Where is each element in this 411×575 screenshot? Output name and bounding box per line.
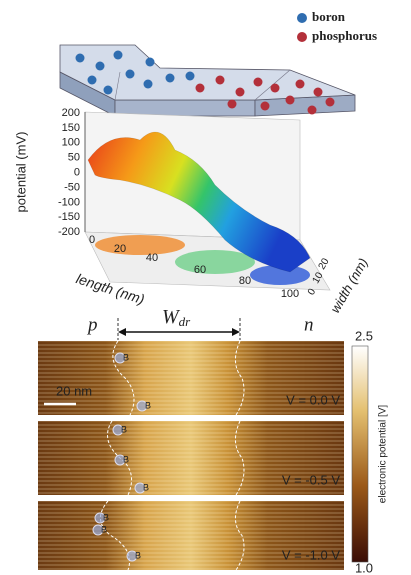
z-tick-label: 200 [62, 107, 80, 119]
z-tick-label: -150 [58, 211, 80, 223]
boron-atom [96, 62, 105, 71]
legend-swatch [297, 32, 307, 42]
boron-atom [166, 74, 175, 83]
phosphorus-atom [286, 96, 295, 105]
colorbar-max: 2.5 [355, 328, 373, 343]
colorbar-label: electronic potential [V] [378, 405, 389, 504]
boron-marker-label: B [145, 400, 151, 410]
y-tick-label: 20 [317, 256, 332, 272]
voltage-label: V = 0.0 V [286, 392, 340, 407]
width-label: Wdr [162, 306, 191, 329]
phosphorus-atom [236, 88, 245, 97]
colorbar [352, 346, 368, 562]
legend-label: phosphorus [312, 28, 377, 43]
boron-atom [146, 58, 155, 67]
device-slab [60, 45, 355, 116]
voltage-label: V = -1.0 V [282, 547, 340, 562]
phosphorus-atom [308, 106, 317, 115]
z-tick-label: 0 [74, 167, 80, 179]
boron-marker-label: B [123, 454, 129, 464]
phosphorus-atom [228, 100, 237, 109]
z-axis-label: potential (mV) [13, 132, 28, 213]
boron-marker-label: B [143, 482, 149, 492]
x-tick-label: 100 [281, 288, 299, 300]
z-tick-label: 150 [62, 122, 80, 134]
phosphorus-atom [216, 76, 225, 85]
boron-marker-label: B [135, 550, 141, 560]
boron-atom [186, 72, 195, 81]
phosphorus-atom [254, 78, 263, 87]
legend-swatch [297, 13, 307, 23]
arrow-head [118, 328, 126, 336]
y-axis-label: width (nm) [327, 255, 370, 315]
n-label: n [304, 314, 314, 335]
boron-atom [126, 70, 135, 79]
scale-bar-label: 20 nm [56, 383, 92, 398]
boron-marker-label: B [121, 424, 127, 434]
boron-atom [114, 51, 123, 60]
phosphorus-atom [326, 98, 335, 107]
x-tick-label: 0 [89, 234, 95, 246]
voltage-label: V = -0.5 V [282, 472, 340, 487]
phosphorus-atom [196, 84, 205, 93]
z-tick-label: 100 [62, 137, 80, 149]
colorbar-min: 1.0 [355, 560, 373, 575]
z-tick-label: -200 [58, 226, 80, 238]
p-label: p [86, 314, 98, 335]
x-tick-label: 40 [146, 252, 158, 264]
boron-marker-label: B [123, 352, 129, 362]
legend-label: boron [312, 9, 346, 24]
z-tick-label: 50 [68, 152, 80, 164]
phosphorus-atom [314, 88, 323, 97]
phosphorus-atom [271, 84, 280, 93]
figure: potential (mV) length (nm) width (nm) BB… [0, 0, 411, 575]
width-subscript: dr [179, 314, 192, 329]
boron-atom [104, 86, 113, 95]
arrow-head [232, 328, 240, 336]
phosphorus-atom [261, 102, 270, 111]
boron-atom [88, 76, 97, 85]
x-tick-label: 60 [194, 264, 206, 276]
boron-marker-label: B [101, 524, 107, 534]
phosphorus-atom [296, 80, 305, 89]
surface-plot [85, 112, 330, 290]
boron-marker-label: B [103, 512, 109, 522]
boron-atom [76, 54, 85, 63]
x-tick-label: 80 [239, 275, 251, 287]
z-tick-label: -100 [58, 196, 80, 208]
z-tick-label: -50 [64, 181, 80, 193]
x-tick-label: 20 [114, 243, 126, 255]
boron-atom [144, 80, 153, 89]
